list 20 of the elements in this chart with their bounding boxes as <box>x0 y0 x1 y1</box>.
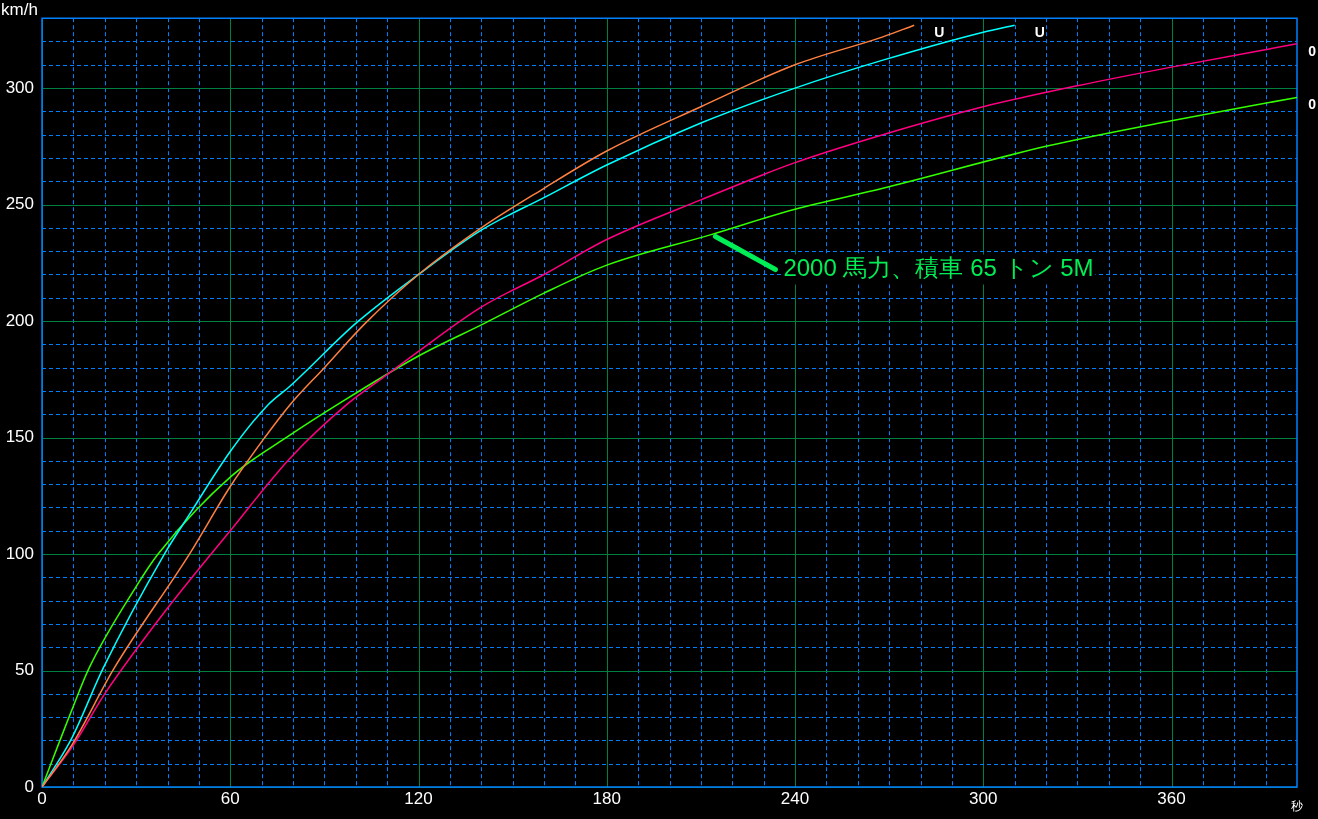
x-tick-label: 120 <box>404 788 433 808</box>
y-tick-label: 150 <box>5 427 34 447</box>
y-tick-label: 250 <box>5 194 34 214</box>
series-label: 0 <box>1308 96 1317 113</box>
x-tick-label: 60 <box>220 788 240 808</box>
x-tick-label: 300 <box>969 788 998 808</box>
series-label: U <box>1034 24 1045 41</box>
x-tick-label: 360 <box>1157 788 1186 808</box>
y-tick-label: 200 <box>5 310 34 330</box>
series-label: U <box>934 24 945 41</box>
y-tick-label: 100 <box>5 543 34 563</box>
y-axis-title: km/h <box>1 0 38 20</box>
x-tick-label: 0 <box>37 788 47 808</box>
annotation: 2000 馬力、積車 65 トン 5M <box>783 254 1094 282</box>
y-tick-label: 50 <box>15 660 34 680</box>
y-tick-label: 300 <box>5 77 34 97</box>
x-tick-label: 240 <box>780 788 810 808</box>
series-label: 0 <box>1308 42 1317 59</box>
x-tick-label: 180 <box>592 788 621 808</box>
x-axis-title: 秒 <box>1291 799 1303 814</box>
